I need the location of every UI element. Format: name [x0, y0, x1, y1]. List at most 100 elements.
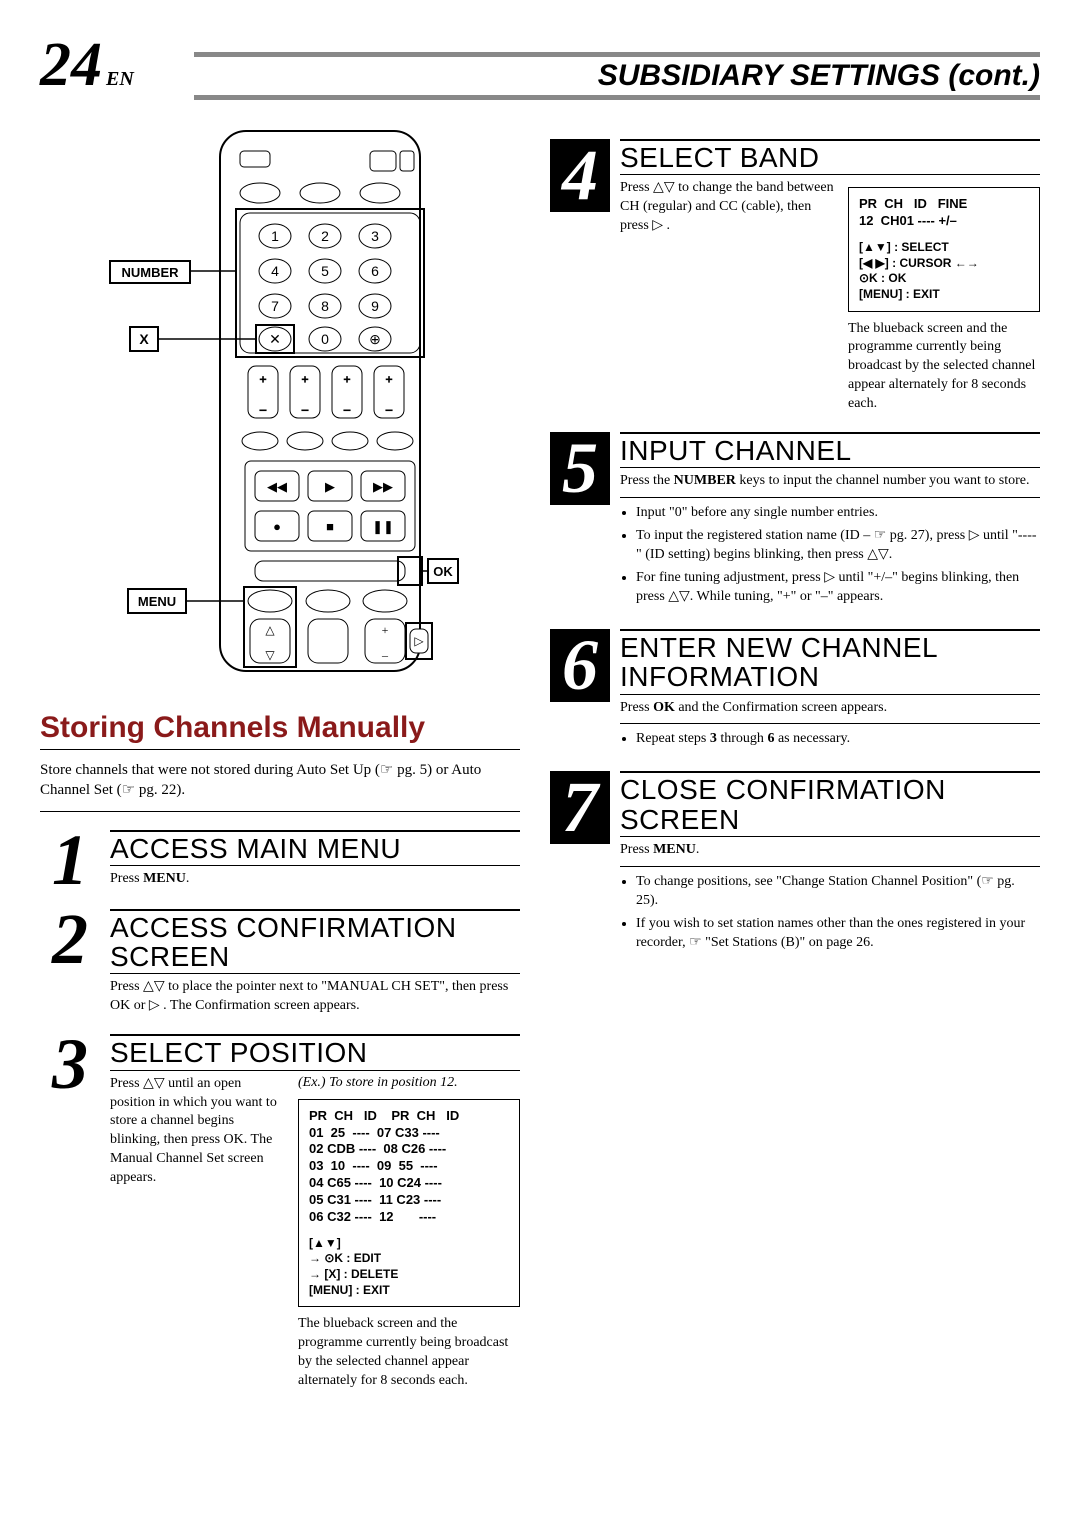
svg-text:▶▶: ▶▶	[373, 479, 393, 494]
svg-text:△: △	[265, 623, 275, 637]
control-line: [MENU] : EXIT	[859, 287, 1029, 303]
control-line: [◀ ▶] : CURSOR ←→	[859, 256, 1029, 272]
step-number: 5	[562, 438, 598, 499]
svg-text:5: 5	[321, 263, 329, 279]
step-heading: ACCESS MAIN MENU	[110, 830, 520, 863]
step-3: 3 SELECT POSITION Press △▽ until an open…	[40, 1034, 520, 1391]
step-content: Press OK and the Confirmation screen app…	[620, 694, 1040, 750]
svg-text:8: 8	[321, 298, 329, 314]
confirmation-screen-box: PR CH ID PR CH ID 01 25 ---- 07 C33 ----…	[298, 1099, 520, 1308]
step-content: Press MENU. To change positions, see "Ch…	[620, 836, 1040, 952]
table-row: 03 10 ---- 09 55 ----	[309, 1158, 509, 1175]
step-number-box: 7	[550, 771, 610, 844]
screen-controls: [▲▼] → ⊙K : EDIT → [X] : DELETE [MENU] :…	[309, 1236, 509, 1298]
bullet: For fine tuning adjustment, press ▷ unti…	[636, 569, 1040, 607]
example-caption: (Ex.) To store in position 12.	[298, 1075, 520, 1091]
remote-diagram: 1 2 3 4 5 6 7 8 9 0 ✕ ⊕	[40, 121, 520, 681]
step7-bullets: To change positions, see "Change Station…	[620, 873, 1040, 953]
step-content: Press △▽ to change the band between CH (…	[620, 174, 1040, 414]
table-row: 01 25 ---- 07 C33 ----	[309, 1125, 509, 1142]
step-2: 2 ACCESS CONFIRMATION SCREEN Press △▽ to…	[40, 909, 520, 1017]
svg-text:■: ■	[326, 519, 334, 534]
step-number: 7	[562, 777, 598, 838]
step-body: ACCESS CONFIRMATION SCREEN Press △▽ to p…	[110, 909, 520, 1017]
step3-note: The blueback screen and the programme cu…	[298, 1315, 520, 1391]
step-body: SELECT POSITION Press △▽ until an open p…	[110, 1034, 520, 1391]
page: 24EN SUBSIDIARY SETTINGS (cont.)	[0, 0, 1080, 1421]
step-number-box: 5	[550, 432, 610, 505]
step6-bullets: Repeat steps 3 through 6 as necessary.	[620, 730, 1040, 749]
step-heading: ACCESS CONFIRMATION SCREEN	[110, 909, 520, 972]
bullet: Repeat steps 3 through 6 as necessary.	[636, 730, 1040, 749]
svg-text:7: 7	[271, 298, 279, 314]
step-number: 1	[52, 830, 88, 891]
screen-line: 12 CH01 ---- +/–	[859, 213, 1029, 230]
remote-svg: 1 2 3 4 5 6 7 8 9 0 ✕ ⊕	[100, 121, 460, 681]
control-line: [▲▼]	[309, 1236, 509, 1252]
step-heading: ENTER NEW CHANNEL INFORMATION	[620, 629, 1040, 692]
step-number: 2	[52, 909, 88, 970]
step-heading: SELECT BAND	[620, 139, 1040, 172]
step-text: Press △▽ until an open position in which…	[110, 1075, 286, 1391]
step-number: 3	[52, 1034, 88, 1095]
step4-screen-col: PR CH ID FINE 12 CH01 ---- +/– [▲▼] : SE…	[848, 179, 1040, 414]
page-header: 24EN SUBSIDIARY SETTINGS (cont.)	[40, 30, 1040, 101]
page-number: 24EN	[40, 30, 134, 101]
svg-text:0: 0	[321, 331, 329, 347]
step-content: Press △▽ until an open position in which…	[110, 1070, 520, 1391]
step-text: Press the NUMBER keys to input the chann…	[620, 472, 1040, 491]
step-number-box: 1	[40, 830, 100, 891]
bullet: To change positions, see "Change Station…	[636, 873, 1040, 911]
control-line: → ⊙K : EDIT	[309, 1251, 509, 1267]
step-body: INPUT CHANNEL Press the NUMBER keys to i…	[620, 432, 1040, 611]
step-body: ACCESS MAIN MENU Press MENU.	[110, 830, 520, 889]
table-header: PR CH ID PR CH ID	[309, 1108, 509, 1125]
step-text: Press △▽ to change the band between CH (…	[620, 179, 834, 236]
step-text: Press MENU.	[620, 841, 1040, 860]
step-body: ENTER NEW CHANNEL INFORMATION Press OK a…	[620, 629, 1040, 754]
svg-text:–: –	[385, 402, 393, 416]
svg-text:6: 6	[371, 263, 379, 279]
remote-label-number: NUMBER	[121, 265, 179, 280]
svg-text:▷: ▷	[414, 634, 424, 648]
screen-controls: [▲▼] : SELECT [◀ ▶] : CURSOR ←→ ⊙K : OK …	[859, 240, 1029, 302]
bullet: If you wish to set station names other t…	[636, 915, 1040, 953]
svg-text:+: +	[382, 623, 389, 637]
step-body: SELECT BAND Press △▽ to change the band …	[620, 139, 1040, 414]
step-7: 7 CLOSE CONFIRMATION SCREEN Press MENU. …	[550, 771, 1040, 956]
step-heading: CLOSE CONFIRMATION SCREEN	[620, 771, 1040, 834]
bullet: To input the registered station name (ID…	[636, 527, 1040, 565]
section-title: Storing Channels Manually	[40, 711, 520, 750]
table-row: 02 CDB ---- 08 C26 ----	[309, 1141, 509, 1158]
svg-text:4: 4	[271, 263, 279, 279]
step-6: 6 ENTER NEW CHANNEL INFORMATION Press OK…	[550, 629, 1040, 754]
step-number-box: 2	[40, 909, 100, 970]
svg-text:–: –	[259, 402, 267, 416]
manual-ch-screen-box: PR CH ID FINE 12 CH01 ---- +/– [▲▼] : SE…	[848, 187, 1040, 311]
step-text: Press △▽ to place the pointer next to "M…	[110, 973, 520, 1016]
svg-text:+: +	[260, 372, 267, 386]
step-number: 6	[562, 635, 598, 696]
step-body: CLOSE CONFIRMATION SCREEN Press MENU. To…	[620, 771, 1040, 956]
step-number-box: 4	[550, 139, 610, 212]
control-line: → [X] : DELETE	[309, 1267, 509, 1283]
step-number: 4	[562, 145, 598, 206]
control-line: [MENU] : EXIT	[309, 1283, 509, 1299]
header-title-bar: SUBSIDIARY SETTINGS (cont.)	[194, 52, 1040, 100]
svg-text:2: 2	[321, 228, 329, 244]
svg-text:◀◀: ◀◀	[267, 479, 287, 494]
step-content: Press the NUMBER keys to input the chann…	[620, 467, 1040, 606]
svg-text:▽: ▽	[265, 648, 275, 662]
control-line: [▲▼] : SELECT	[859, 240, 1029, 256]
step-number-box: 6	[550, 629, 610, 702]
svg-text:1: 1	[271, 228, 279, 244]
header-title: SUBSIDIARY SETTINGS (cont.)	[598, 59, 1040, 92]
svg-text:⊕: ⊕	[369, 331, 381, 347]
control-line: ⊙K : OK	[859, 271, 1029, 287]
remote-label-x: X	[139, 331, 149, 347]
right-column: 4 SELECT BAND Press △▽ to change the ban…	[550, 121, 1040, 1391]
svg-text:▶: ▶	[325, 479, 335, 494]
svg-text:–: –	[301, 402, 309, 416]
table-row: 04 C65 ---- 10 C24 ----	[309, 1175, 509, 1192]
table-row: 06 C32 ---- 12 ----	[309, 1209, 509, 1226]
